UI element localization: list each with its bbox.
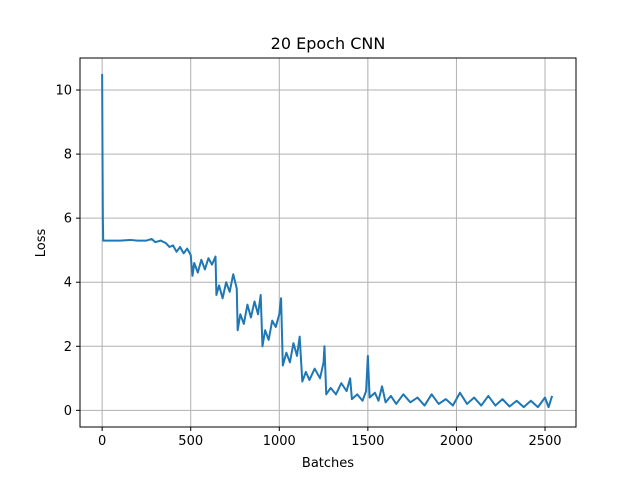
- y-tick-label: 0: [64, 404, 72, 419]
- x-tick-label: 1500: [351, 434, 384, 449]
- loss-series-line: [101, 74, 554, 409]
- y-tick-label: 2: [64, 340, 72, 355]
- x-tick-label: 2000: [440, 434, 473, 449]
- x-axis-label: Batches: [302, 456, 354, 471]
- y-tick-label: 6: [64, 212, 72, 227]
- series-layer: [101, 74, 554, 409]
- chart-title: 20 Epoch CNN: [271, 34, 386, 53]
- y-axis-ticks: 0 2 4 6 8 10: [55, 84, 80, 419]
- x-tick-label: 500: [178, 434, 203, 449]
- x-tick-label: 1000: [263, 434, 296, 449]
- x-tick-label: 2500: [528, 434, 561, 449]
- y-tick-label: 4: [64, 276, 72, 291]
- y-axis-label: Loss: [34, 229, 49, 258]
- grid: [80, 58, 576, 427]
- x-axis-ticks: 0 500 1000 1500 2000 2500: [98, 427, 562, 449]
- plot-frame: [79, 57, 577, 428]
- y-tick-label: 10: [55, 84, 72, 99]
- x-tick-label: 0: [98, 434, 106, 449]
- y-tick-label: 8: [64, 148, 72, 163]
